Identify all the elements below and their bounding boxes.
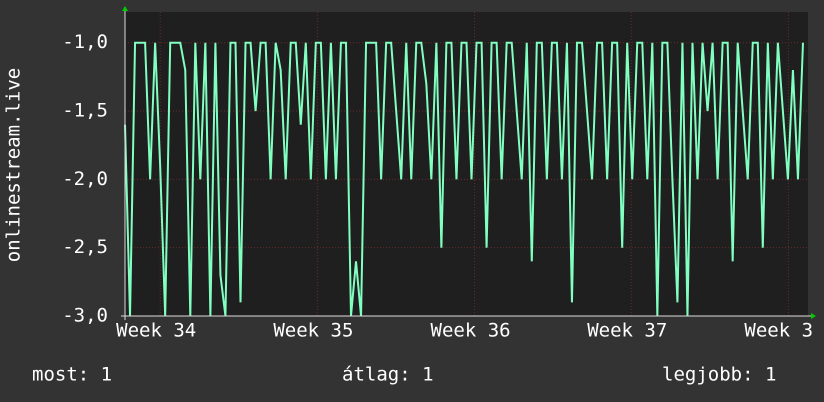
x-tick-label: Week 34: [116, 320, 196, 342]
x-tick-label: Week 36: [431, 320, 511, 342]
x-axis-arrow: [811, 313, 816, 319]
x-tick-label: Week 37: [587, 320, 667, 342]
y-tick-label: -1,5: [62, 100, 108, 122]
y-tick-label: -2,5: [62, 236, 108, 258]
y-tick-label: -3,0: [62, 305, 108, 327]
x-tick-label: Week 3: [744, 320, 813, 342]
footer-max: legjobb: 1: [662, 364, 776, 386]
y-tick-label: -1,0: [62, 31, 108, 53]
y-tick-label: -2,0: [62, 168, 108, 190]
y-axis-label: onlinestream.live: [3, 68, 25, 262]
data-line: [124, 41, 804, 317]
y-axis-arrow: [122, 6, 128, 11]
footer-now: most: 1: [32, 364, 112, 386]
footer-avg: átlag: 1: [342, 364, 434, 386]
x-tick-label: Week 35: [273, 320, 353, 342]
